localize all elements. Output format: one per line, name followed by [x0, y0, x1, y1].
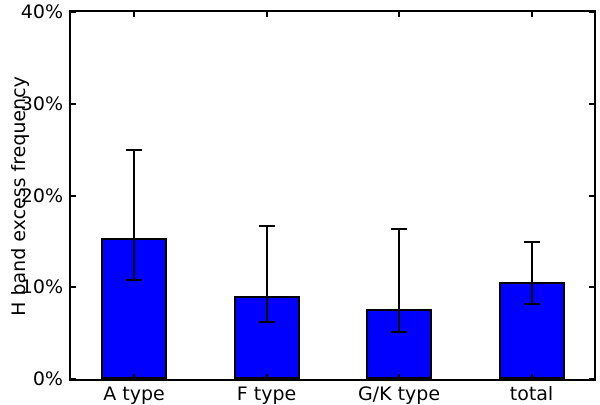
- x-tick-bottom: [530, 374, 533, 379]
- y-tick-left: [71, 102, 76, 105]
- x-tick-top: [530, 12, 533, 17]
- y-tick-right: [589, 194, 594, 197]
- y-tick-label: 40%: [20, 1, 63, 23]
- error-bar-line: [398, 228, 400, 333]
- error-bar-cap-top: [391, 227, 407, 230]
- x-tick-bottom: [265, 374, 268, 379]
- y-tick-label: 0%: [32, 368, 63, 390]
- error-bar-cap-top: [523, 241, 540, 244]
- y-tick-left: [71, 378, 76, 380]
- y-tick-left: [71, 11, 76, 13]
- error-bar-line: [265, 225, 268, 323]
- error-bar-cap-bottom: [126, 278, 142, 281]
- x-tick-label: F type: [236, 383, 297, 405]
- y-tick-left: [71, 286, 76, 289]
- y-tick-right: [589, 102, 594, 105]
- x-tick-label: A type: [103, 383, 165, 405]
- y-tick-left: [71, 194, 76, 197]
- error-bar-cap-top: [258, 224, 275, 227]
- error-bar-cap-bottom: [523, 302, 540, 305]
- x-tick-label: G/K type: [357, 383, 441, 405]
- x-tick-bottom: [133, 374, 135, 379]
- x-tick-bottom: [398, 374, 400, 379]
- x-tick-top: [265, 12, 268, 17]
- y-tick-label: 30%: [20, 92, 63, 115]
- error-bar-line: [133, 149, 135, 280]
- y-tick-right: [589, 286, 594, 289]
- x-tick-label: total: [509, 383, 554, 405]
- y-tick-label: 20%: [20, 184, 63, 207]
- error-bar-line: [530, 242, 533, 304]
- y-tick-right: [589, 11, 594, 13]
- x-tick-top: [133, 12, 135, 17]
- error-bar-cap-top: [126, 148, 142, 151]
- error-bar-cap-bottom: [258, 321, 275, 324]
- error-bar-cap-bottom: [391, 331, 407, 334]
- x-tick-top: [398, 12, 400, 17]
- y-tick-right: [589, 378, 594, 380]
- y-tick-label: 10%: [20, 276, 63, 299]
